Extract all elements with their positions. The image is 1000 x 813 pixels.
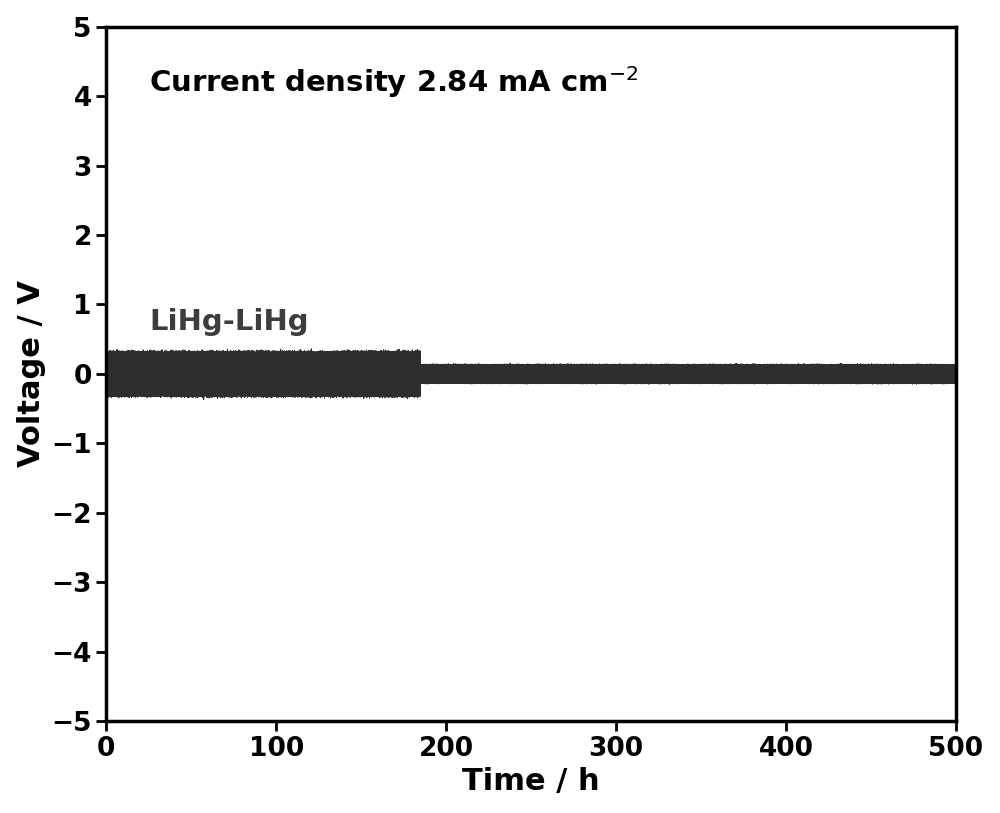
- X-axis label: Time / h: Time / h: [462, 767, 600, 796]
- Y-axis label: Voltage / V: Voltage / V: [17, 280, 46, 467]
- Text: Current density 2.84 mA cm$^{-2}$: Current density 2.84 mA cm$^{-2}$: [149, 64, 638, 100]
- Text: LiHg-LiHg: LiHg-LiHg: [149, 308, 309, 336]
